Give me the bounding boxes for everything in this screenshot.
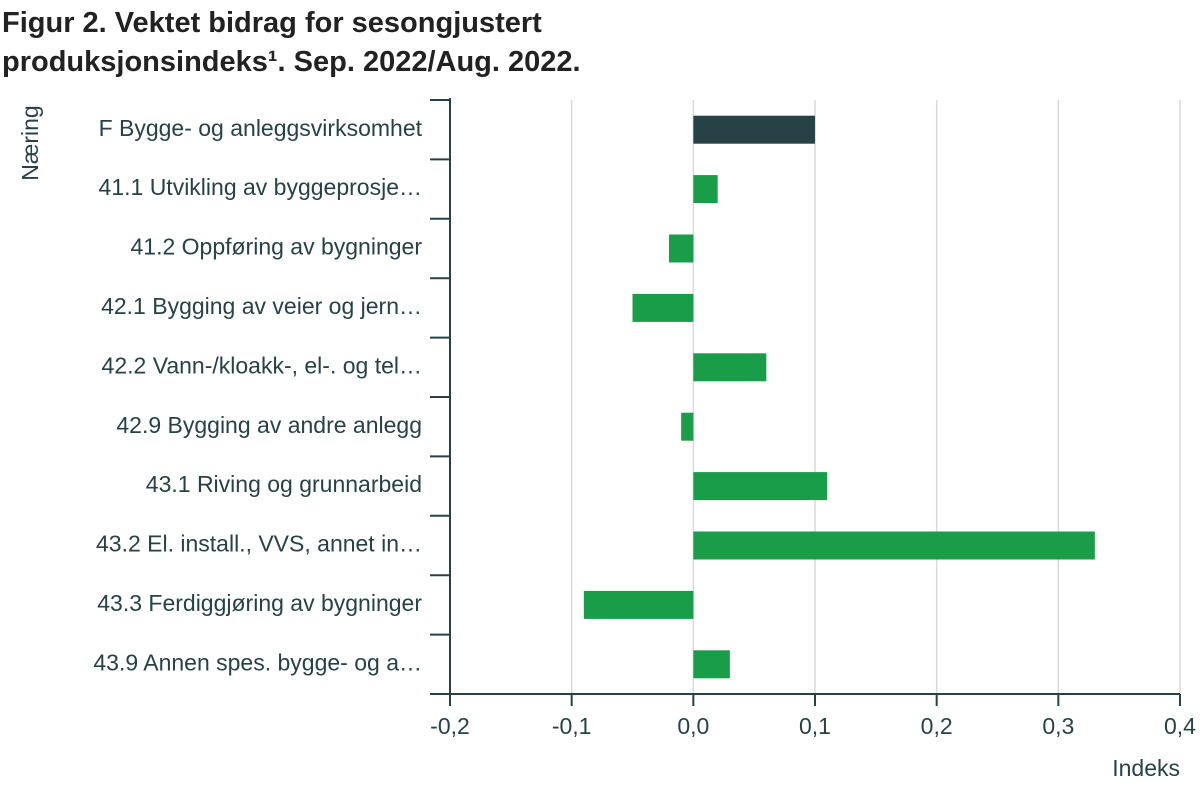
y-axis-title: Næring — [17, 105, 43, 180]
bar — [693, 175, 718, 204]
category-label: 42.9 Bygging av andre anlegg — [116, 412, 422, 438]
x-tick-label: 0,4 — [1164, 713, 1196, 739]
bar — [681, 412, 694, 441]
category-label: 42.2 Vann-/kloakk-, el-. og tel… — [102, 352, 422, 378]
category-label: F Bygge- og anleggsvirksomhet — [99, 115, 423, 141]
chart-title: Figur 2. Vektet bidrag for sesongjustert… — [2, 4, 902, 82]
bar — [669, 234, 694, 263]
category-label: 43.2 El. install., VVS, annet in… — [96, 531, 422, 557]
x-tick-label: -0,2 — [430, 713, 470, 739]
category-label: 41.1 Utvikling av byggeprosje… — [99, 174, 422, 200]
x-tick-label: 0,2 — [921, 713, 953, 739]
axes — [430, 98, 1181, 706]
x-tick-label: 0,3 — [1042, 713, 1074, 739]
bar — [693, 531, 1095, 560]
bar — [693, 472, 828, 501]
x-tick-label: 0,0 — [677, 713, 709, 739]
bar — [693, 353, 767, 382]
x-tick-label: 0,1 — [799, 713, 831, 739]
category-label: 43.9 Annen spes. bygge- og a… — [93, 649, 422, 675]
tick-labels: -0,2 -0,1 0,0 0,1 0,2 0,3 0,4 — [430, 713, 1196, 739]
bar — [693, 115, 815, 144]
bar — [583, 590, 694, 619]
bar — [693, 650, 730, 679]
x-axis-title: Indeks — [1112, 755, 1180, 781]
x-tick-label: -0,1 — [552, 713, 592, 739]
category-label: 42.1 Bygging av veier og jern… — [101, 293, 422, 319]
bar — [632, 293, 694, 322]
category-labels: F Bygge- og anleggsvirksomhet 41.1 Utvikl… — [93, 115, 422, 676]
category-label: 41.2 Oppføring av bygninger — [130, 234, 422, 260]
chart-title-line-2: produksjonsindeks¹. Sep. 2022/Aug. 2022. — [2, 46, 581, 78]
bars — [583, 115, 1095, 679]
chart-title-line-1: Figur 2. Vektet bidrag for sesongjustert — [2, 7, 542, 39]
category-label: 43.3 Ferdiggjøring av bygninger — [97, 590, 422, 616]
category-label: 43.1 Riving og grunnarbeid — [146, 471, 422, 497]
grid-lines — [570, 100, 1181, 694]
